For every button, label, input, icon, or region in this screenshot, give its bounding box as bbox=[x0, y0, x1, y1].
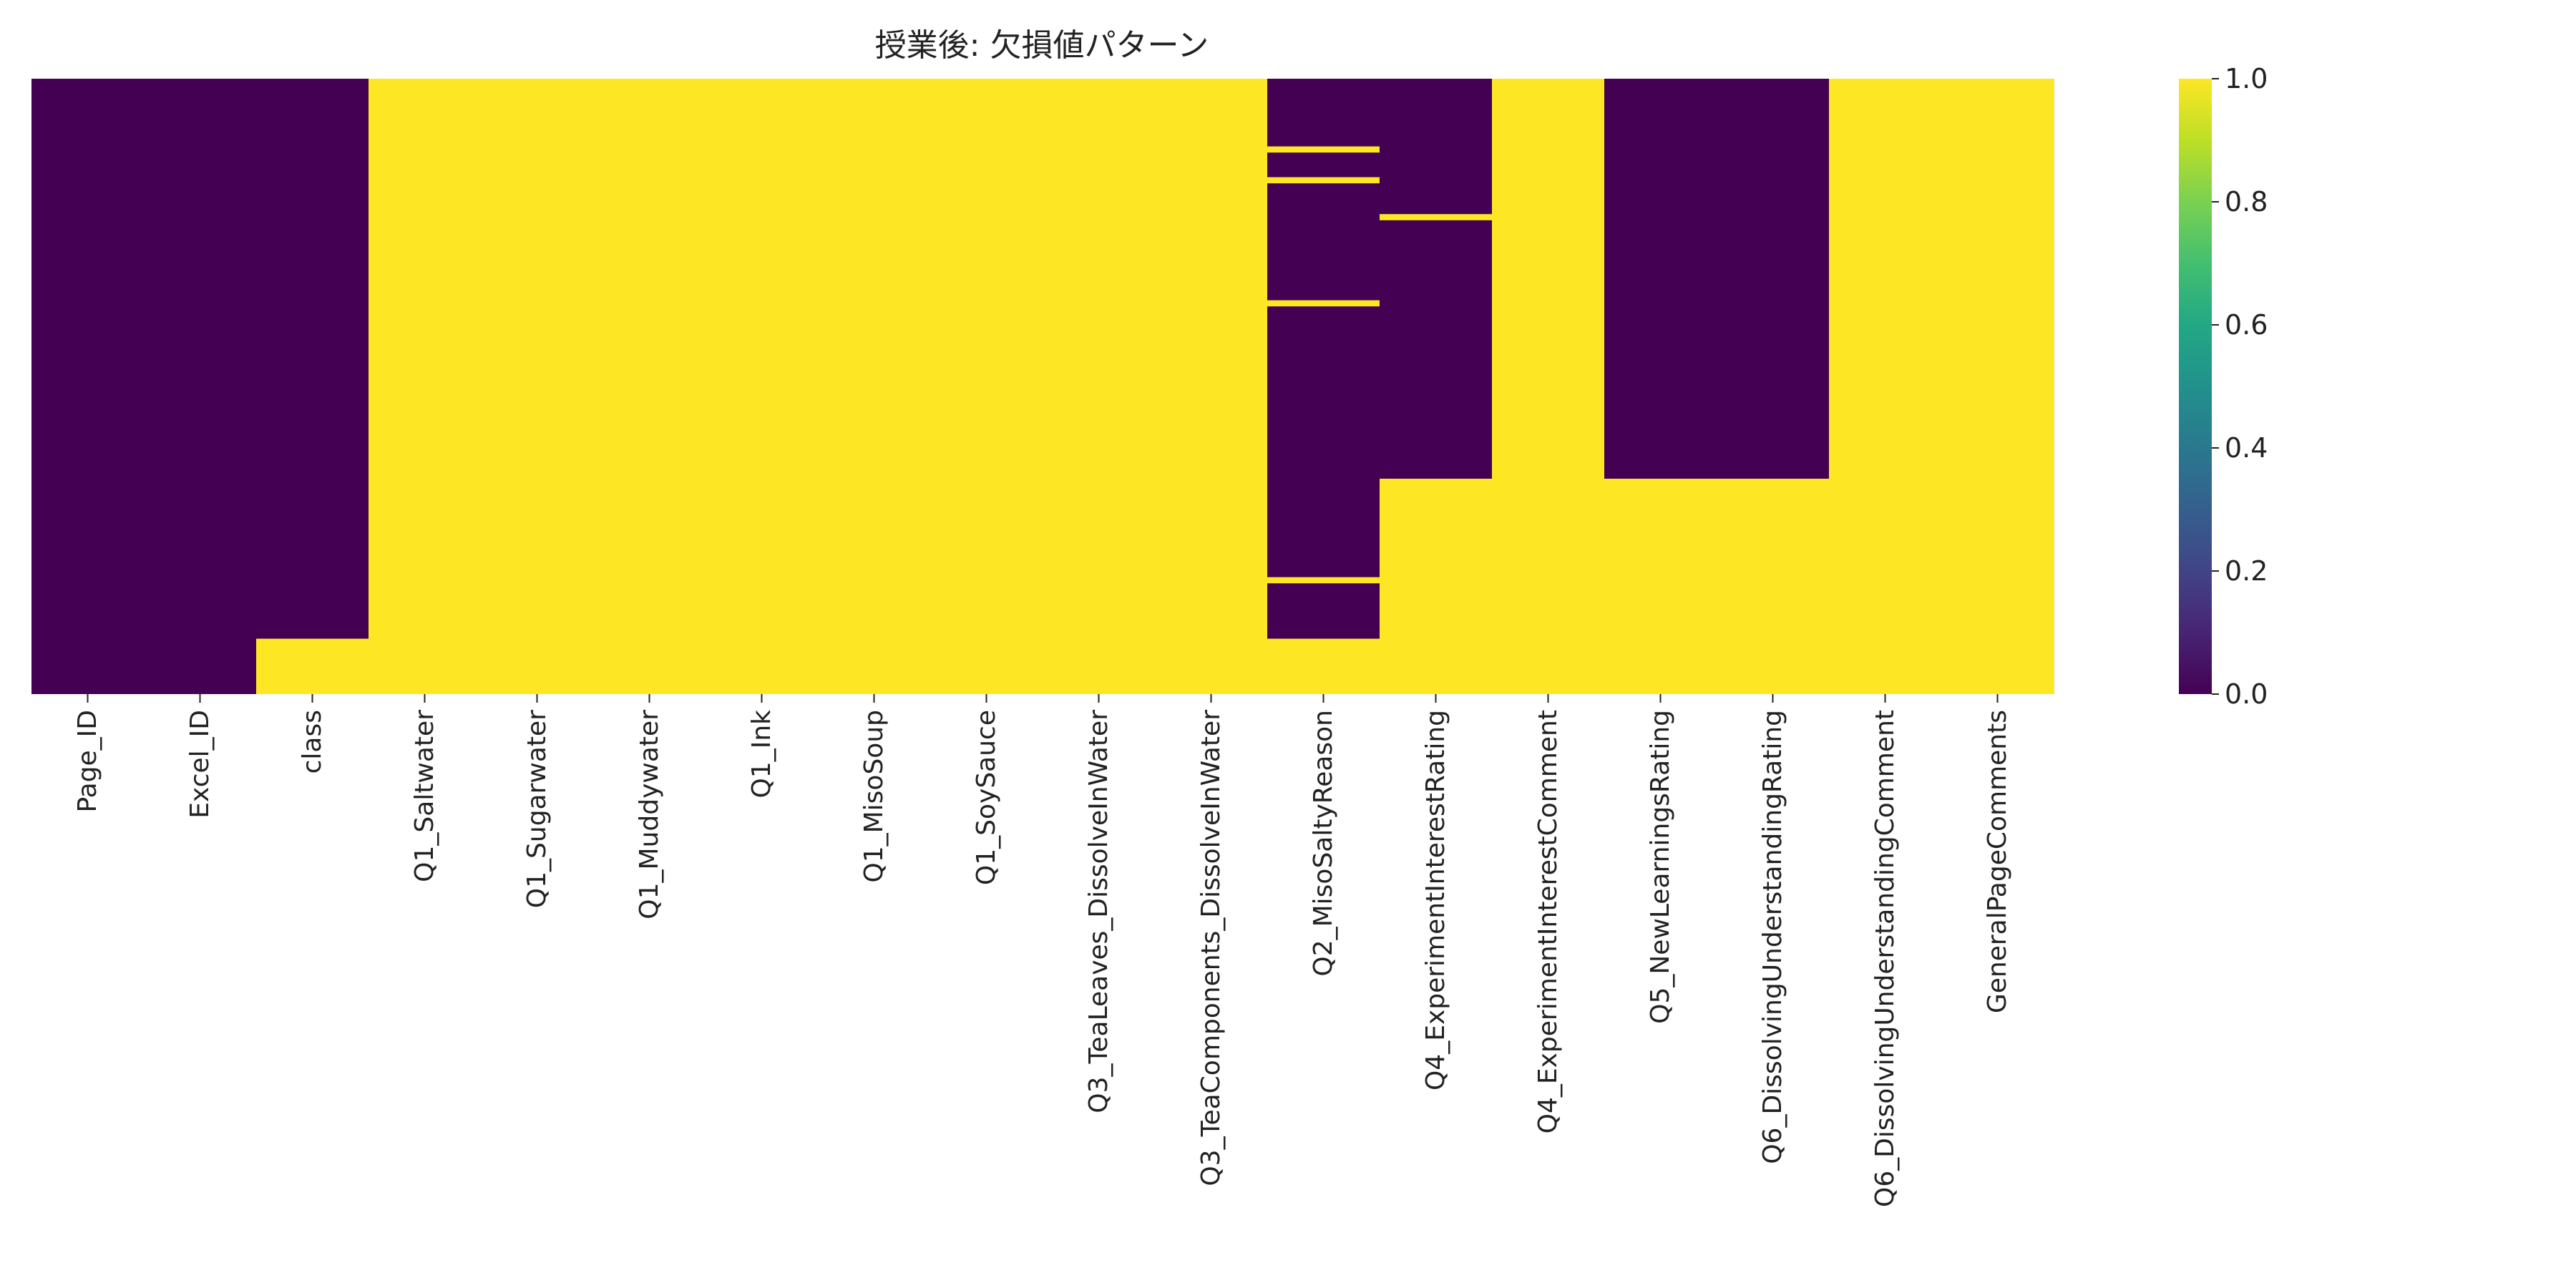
colorbar-gradient bbox=[2179, 79, 2212, 694]
missing-cell-12-1 bbox=[1380, 479, 1493, 694]
colorbar-tick-label-2: 0.4 bbox=[2225, 432, 2268, 464]
heatmap-column-2 bbox=[256, 79, 369, 694]
x-tick-label-6: Q1_Ink bbox=[747, 710, 776, 799]
colorbar bbox=[2179, 79, 2212, 694]
colorbar-tick-label-0: 0.0 bbox=[2225, 678, 2268, 710]
missing-cell-11-0 bbox=[1267, 146, 1380, 153]
x-tick-label-1: Excel_ID bbox=[185, 710, 215, 819]
missing-cell-11-4 bbox=[1267, 638, 1380, 694]
missing-cell-7-0 bbox=[818, 79, 931, 694]
missing-cell-14-0 bbox=[1604, 479, 1717, 694]
x-tick-label-5: Q1_Muddywater bbox=[635, 710, 664, 919]
heatmap-column-0 bbox=[31, 79, 145, 694]
colorbar-tick-label-1: 0.2 bbox=[2225, 555, 2268, 587]
heatmap-column-11 bbox=[1267, 79, 1380, 694]
x-tick-label-2: class bbox=[298, 710, 327, 774]
colorbar-tick-label-3: 0.6 bbox=[2225, 309, 2268, 341]
missing-cell-3-0 bbox=[369, 79, 482, 694]
missing-cell-10-0 bbox=[1155, 79, 1268, 694]
x-tick-label-15: Q6_DissolvingUnderstandingRating bbox=[1758, 710, 1787, 1164]
missing-cell-5-0 bbox=[593, 79, 706, 694]
x-tick-label-13: Q4_ExperimentInterestComment bbox=[1533, 710, 1563, 1133]
colorbar-ticks: 0.0 0.2 0.4 0.6 0.8 1.0 bbox=[2212, 63, 2268, 710]
colorbar-tick-label-5: 1.0 bbox=[2225, 63, 2268, 94]
x-tick-label-17: GeneralPageComments bbox=[1983, 710, 2012, 1013]
missing-cell-12-0 bbox=[1380, 214, 1493, 220]
missing-cell-4-0 bbox=[481, 79, 594, 694]
x-tick-label-14: Q5_NewLearningsRating bbox=[1646, 710, 1675, 1024]
missing-cell-17-0 bbox=[1941, 79, 2054, 694]
missing-cell-16-0 bbox=[1829, 79, 1942, 694]
x-tick-label-3: Q1_Saltwater bbox=[410, 710, 439, 882]
x-tick-label-8: Q1_SoySauce bbox=[972, 710, 1001, 885]
missing-cell-13-0 bbox=[1492, 79, 1605, 694]
x-tick-label-4: Q1_Sugarwater bbox=[522, 710, 552, 908]
x-axis-ticks: Page_ID Excel_ID class Q1_Saltwater Q1_Sugar… bbox=[73, 694, 2012, 1207]
missing-cell-15-0 bbox=[1717, 479, 1830, 694]
missing-cell-2-0 bbox=[256, 638, 369, 694]
x-tick-label-0: Page_ID bbox=[73, 710, 102, 813]
missing-cell-11-1 bbox=[1267, 177, 1380, 184]
missing-cell-11-2 bbox=[1267, 300, 1380, 307]
chart-title: 授業後: 欠損値パターン bbox=[875, 27, 1209, 64]
x-tick-label-10: Q3_TeaComponents_DissolveInWater bbox=[1196, 710, 1226, 1186]
x-tick-label-7: Q1_MisoSoup bbox=[859, 710, 889, 883]
heatmap-column-1 bbox=[144, 79, 257, 694]
missing-cell-6-0 bbox=[706, 79, 819, 694]
colorbar-tick-label-4: 0.8 bbox=[2225, 186, 2268, 218]
x-tick-label-12: Q4_ExperimentInterestRating bbox=[1421, 710, 1450, 1091]
x-tick-label-16: Q6_DissolvingUnderstandingComment bbox=[1870, 710, 1900, 1207]
x-tick-label-9: Q3_TeaLeaves_DissolveInWater bbox=[1084, 710, 1113, 1113]
missing-cell-9-0 bbox=[1043, 79, 1156, 694]
heatmap-cells bbox=[31, 79, 2054, 694]
missing-cell-11-3 bbox=[1267, 577, 1380, 584]
x-tick-label-11: Q2_MisoSaltyReason bbox=[1309, 710, 1338, 977]
missing-cell-8-0 bbox=[930, 79, 1043, 694]
